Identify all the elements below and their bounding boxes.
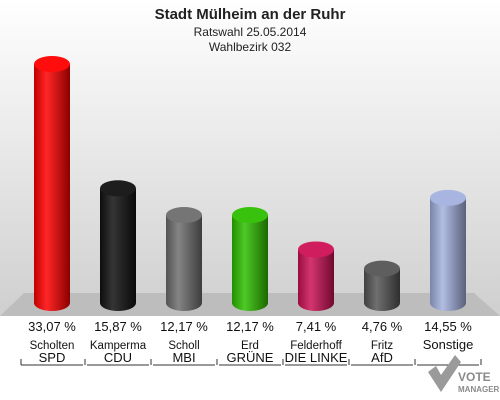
party-label: GRÜNE	[227, 350, 274, 365]
check-mark-icon	[428, 355, 461, 392]
chart-title: Stadt Mülheim an der Ruhr	[155, 6, 346, 23]
value-label: 15,87 %	[94, 319, 142, 334]
party-label: SPD	[39, 350, 66, 365]
logo-line-2: MANAGER	[458, 385, 500, 394]
candidate-label: Kamperma	[90, 340, 147, 352]
bar-mbi	[166, 207, 202, 311]
candidate-label: Erd	[241, 340, 259, 352]
logo-line-1: VOTE	[458, 370, 491, 384]
bar-die-linke	[298, 241, 334, 311]
candidate-label: Felderhoff	[290, 340, 342, 352]
candidate-label: Fritz	[371, 340, 394, 352]
chart-subtitle: Ratswahl 25.05.2014	[194, 25, 307, 39]
value-label: 12,17 %	[226, 319, 274, 334]
value-label: 7,41 %	[296, 319, 337, 334]
bar-afd	[364, 260, 400, 311]
bar-sonstige	[430, 189, 466, 311]
bars-layer	[34, 56, 466, 311]
chart-subtitle-2: Wahlbezirk 032	[209, 40, 292, 54]
party-label: AfD	[371, 350, 393, 365]
party-label: Sonstige	[423, 337, 474, 352]
bar-spd	[34, 56, 70, 311]
value-label: 14,55 %	[424, 319, 472, 334]
bar-gr-ne	[232, 207, 268, 311]
party-label: DIE LINKE	[285, 350, 348, 365]
bar-cdu	[100, 180, 136, 311]
candidate-label: Scholten	[30, 340, 75, 352]
party-label: MBI	[172, 350, 195, 365]
value-label: 33,07 %	[28, 319, 76, 334]
vote-manager-logo: VOTE MANAGER	[428, 355, 500, 394]
value-label: 12,17 %	[160, 319, 208, 334]
party-label: CDU	[104, 350, 132, 365]
candidate-label: Scholl	[168, 340, 199, 352]
value-label: 4,76 %	[362, 319, 403, 334]
